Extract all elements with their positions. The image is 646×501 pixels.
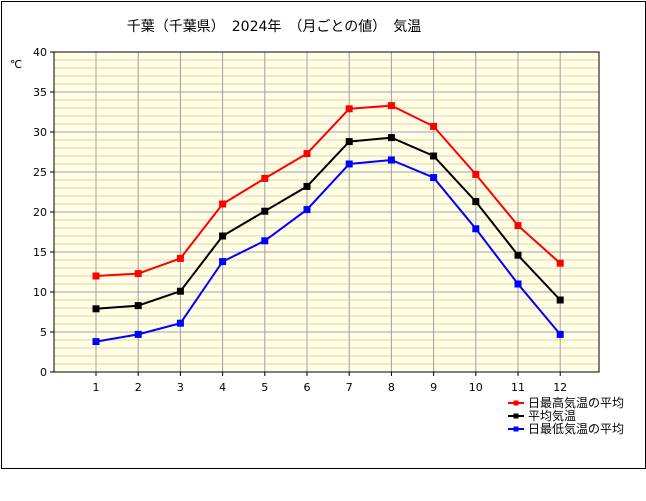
series-3-point bbox=[176, 319, 184, 327]
series-1-point bbox=[556, 259, 564, 267]
legend-swatch-marker bbox=[513, 413, 519, 419]
x-tick-label: 1 bbox=[93, 381, 100, 394]
series-2-point bbox=[430, 152, 438, 160]
series-2-point bbox=[472, 198, 480, 206]
y-tick-label: 30 bbox=[33, 126, 47, 139]
series-2-point bbox=[261, 207, 269, 215]
series-2-point bbox=[345, 138, 353, 146]
series-1-point bbox=[134, 270, 142, 278]
series-1-point bbox=[219, 200, 227, 208]
series-2-point bbox=[387, 134, 395, 142]
series-2-point bbox=[303, 182, 311, 190]
series-line-3 bbox=[95, 158, 561, 343]
legend-swatch-marker bbox=[513, 400, 519, 406]
series-3-point bbox=[261, 237, 269, 245]
legend-label: 日最低気温の平均 bbox=[528, 421, 624, 436]
x-tick-label: 11 bbox=[511, 381, 525, 394]
series-2-point bbox=[134, 302, 142, 310]
series-3-point bbox=[134, 330, 142, 338]
series-3-point bbox=[219, 258, 227, 266]
temperature-chart: 千葉（千葉県） 2024年 （月ごとの値） 気温 ℃ 0510152025303… bbox=[10, 19, 624, 436]
series-3-point bbox=[556, 330, 564, 338]
series-line-2 bbox=[95, 136, 561, 310]
x-tick-label: 9 bbox=[430, 381, 437, 394]
series-1-point bbox=[176, 254, 184, 262]
x-tick-label: 8 bbox=[388, 381, 395, 394]
legend-label: 日最高気温の平均 bbox=[528, 395, 624, 410]
series-2-point bbox=[219, 232, 227, 240]
x-tick-label: 10 bbox=[469, 381, 483, 394]
x-tick-label: 5 bbox=[261, 381, 268, 394]
series-3-point bbox=[303, 206, 311, 214]
series-2-point bbox=[92, 305, 100, 313]
series-1-point bbox=[345, 105, 353, 113]
y-axis-unit: ℃ bbox=[10, 58, 22, 71]
chart-title: 千葉（千葉県） 2024年 （月ごとの値） 気温 bbox=[127, 19, 422, 35]
x-tick-label: 6 bbox=[304, 381, 311, 394]
y-tick-label: 5 bbox=[40, 326, 47, 339]
x-tick-label: 3 bbox=[177, 381, 184, 394]
series-1-point bbox=[430, 122, 438, 130]
chart-frame: 千葉（千葉県） 2024年 （月ごとの値） 気温 ℃ 0 5 10 15 20 25 30 3… bbox=[1, 1, 646, 469]
y-tick-label: 10 bbox=[33, 286, 47, 299]
y-tick-label: 0 bbox=[40, 366, 47, 379]
y-tick-label: 15 bbox=[33, 246, 47, 259]
series-3-point bbox=[430, 174, 438, 182]
legend-label: 平均気温 bbox=[528, 408, 576, 423]
series-3-point bbox=[387, 156, 395, 164]
series-1-point bbox=[514, 222, 522, 230]
series-2-point bbox=[514, 251, 522, 259]
y-tick-label: 25 bbox=[33, 166, 47, 179]
series-1-point bbox=[261, 174, 269, 182]
x-tick-label: 2 bbox=[135, 381, 142, 394]
series-3-point bbox=[345, 160, 353, 168]
series-3-point bbox=[92, 338, 100, 346]
y-tick-label: 20 bbox=[33, 206, 47, 219]
series-3-point bbox=[472, 225, 480, 233]
series-line-1 bbox=[95, 104, 561, 277]
series-1-point bbox=[472, 170, 480, 178]
y-tick-label: 35 bbox=[33, 86, 47, 99]
series-1-point bbox=[387, 102, 395, 110]
x-tick-label: 4 bbox=[219, 381, 226, 394]
series-2-point bbox=[556, 296, 564, 304]
x-tick-label: 12 bbox=[553, 381, 567, 394]
series-1-point bbox=[92, 272, 100, 280]
series-1-point bbox=[303, 150, 311, 158]
legend-swatch-marker bbox=[513, 426, 519, 432]
x-tick-label: 7 bbox=[346, 381, 353, 394]
series-3-point bbox=[514, 280, 522, 288]
y-tick-label: 40 bbox=[33, 46, 47, 59]
series-2-point bbox=[176, 287, 184, 295]
